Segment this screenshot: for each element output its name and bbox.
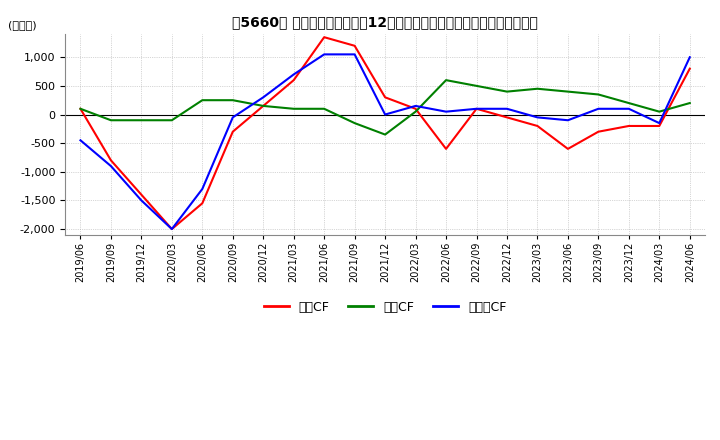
Title: 【5660】 キャッシュフローの12か月移動合計の対前年同期増減額の推移: 【5660】 キャッシュフローの12か月移動合計の対前年同期増減額の推移 [232,15,538,29]
Legend: 営業CF, 投資CF, フリーCF: 営業CF, 投資CF, フリーCF [258,296,511,319]
Text: (百万円): (百万円) [8,20,36,30]
